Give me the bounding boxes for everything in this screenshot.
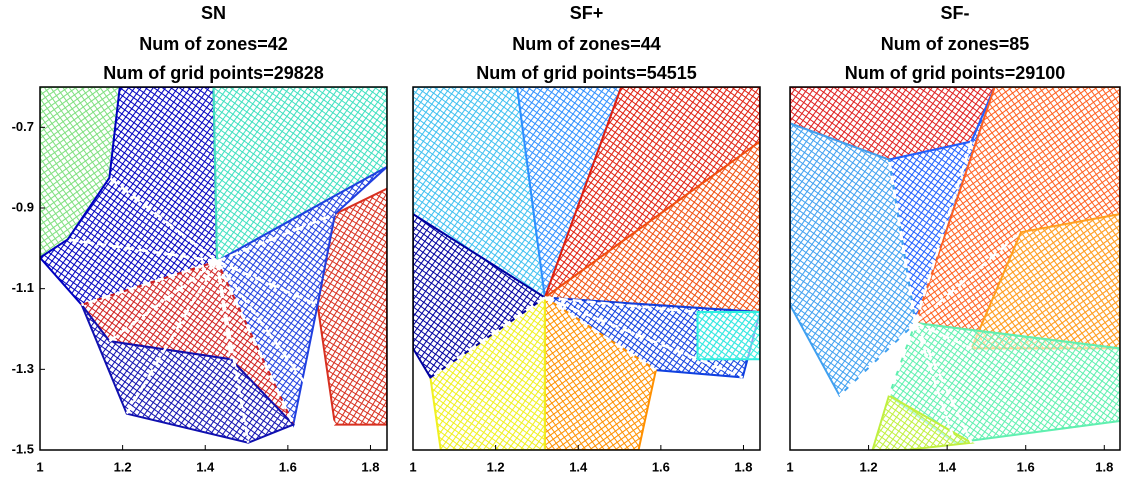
separatrix [215,260,336,426]
separatrix [216,212,336,263]
separatrix [81,260,218,306]
x-tick-label: 1 [786,459,793,474]
x-tick-label: 1.4 [196,459,215,474]
mesh-zone [969,213,1120,350]
plot-area [40,87,387,444]
mesh-zone [542,87,760,301]
separatrix [544,296,698,314]
y-tick-label: -0.9 [12,199,34,214]
x-tick-label: 1.2 [114,459,132,474]
separatrix [429,296,546,379]
x-tick-label: 1.8 [734,459,752,474]
axes-frame [412,86,761,451]
panel-annotation: Num of grid points=29828 [103,63,324,83]
mesh-zone [696,311,760,361]
separatrix [914,322,957,444]
y-tick-label: -1.3 [12,361,34,376]
separatrix [914,231,1022,324]
x-tick-label: 1.2 [860,459,878,474]
plot-area [790,87,1120,450]
separatrix [887,322,917,396]
panel: SF+ Num of zones=44 Num of grid points=545… [409,3,761,474]
plot-area [413,87,760,450]
y-tick-label: -1.1 [12,280,34,295]
panel-title: SN [201,3,226,23]
separatrix [215,261,250,443]
mesh-zone [413,212,547,379]
panel-annotation: Num of zones=42 [139,34,288,54]
mesh-zone [790,122,917,398]
x-tick-label: 1 [36,459,43,474]
separatrix [215,260,295,426]
x-tick-label: 1.8 [361,459,379,474]
mesh-zone [212,87,387,263]
x-tick-label: 1.6 [1017,459,1035,474]
x-tick-label: 1.4 [569,459,588,474]
x-tick-label: 1.4 [938,459,957,474]
axes-frame [789,86,1121,451]
separatrix [838,322,917,397]
panel-annotation: Num of zones=85 [881,34,1030,54]
x-tick-label: 1.2 [487,459,505,474]
separatrix [67,238,218,263]
y-tick-label: -1.5 [12,441,34,456]
mesh-zone [871,394,975,450]
panel: SF- Num of zones=85 Num of grid points=291… [786,3,1121,474]
separatrix [914,321,973,350]
x-tick-label: 1.6 [652,459,670,474]
panel: SN Num of zones=42 Num of grid points=2982… [12,3,388,474]
separatrix [108,260,218,343]
x-tick-label: 1 [409,459,416,474]
panel-annotation: Num of grid points=29100 [845,63,1066,83]
separatrix [544,296,657,372]
x-tick-label: 1.8 [1095,459,1113,474]
panel-title: SF+ [570,3,604,23]
panel-annotation: Num of zones=44 [512,34,661,54]
axes-frame [39,86,388,451]
panel-annotation: Num of grid points=54515 [476,63,697,83]
separatrix [914,141,973,324]
x-tick-label: 1.6 [279,459,297,474]
separatrix [914,322,973,444]
panel-title: SF- [941,3,970,23]
separatrix [125,260,219,415]
separatrix [108,176,218,263]
separatrix [216,260,319,306]
y-tick-label: -0.7 [12,119,34,134]
